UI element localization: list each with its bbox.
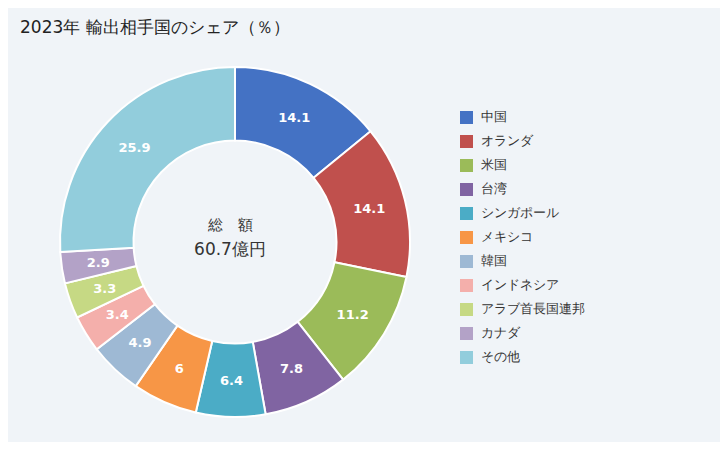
- svg-text:3.3: 3.3: [93, 281, 116, 296]
- html-text:台湾: 台湾: [481, 181, 507, 196]
- svg-text:6: 6: [175, 361, 184, 376]
- html-text:アラブ首長国連邦: アラブ首長国連邦: [481, 301, 585, 316]
- html-text:総 額: 総 額: [207, 216, 253, 234]
- html-text:中国: 中国: [481, 109, 507, 124]
- html-text:2023年 輸出相手国のシェア（％）: 2023年 輸出相手国のシェア（％）: [20, 17, 290, 37]
- html-text:メキシコ: メキシコ: [481, 229, 533, 244]
- svg-text:7.8: 7.8: [280, 361, 303, 376]
- svg-text:6.4: 6.4: [220, 373, 243, 388]
- svg-text:25.9: 25.9: [118, 140, 150, 155]
- svg-text:2.9: 2.9: [87, 255, 110, 270]
- html-text:米国: 米国: [481, 157, 507, 172]
- html-text:韓国: 韓国: [481, 253, 507, 268]
- html-text:その他: その他: [481, 349, 520, 364]
- svg-text:4.9: 4.9: [129, 335, 152, 350]
- html-text:60.7億円: 60.7億円: [194, 239, 266, 259]
- svg-text:3.4: 3.4: [106, 307, 129, 322]
- svg-text:14.1: 14.1: [353, 201, 385, 216]
- html-text:カナダ: カナダ: [481, 325, 520, 340]
- html-text:インドネシア: インドネシア: [481, 277, 559, 292]
- svg-text:11.2: 11.2: [337, 307, 369, 322]
- svg-text:14.1: 14.1: [278, 110, 310, 125]
- html-text:オランダ: オランダ: [481, 133, 533, 148]
- html-text:シンガポール: シンガポール: [481, 205, 559, 220]
